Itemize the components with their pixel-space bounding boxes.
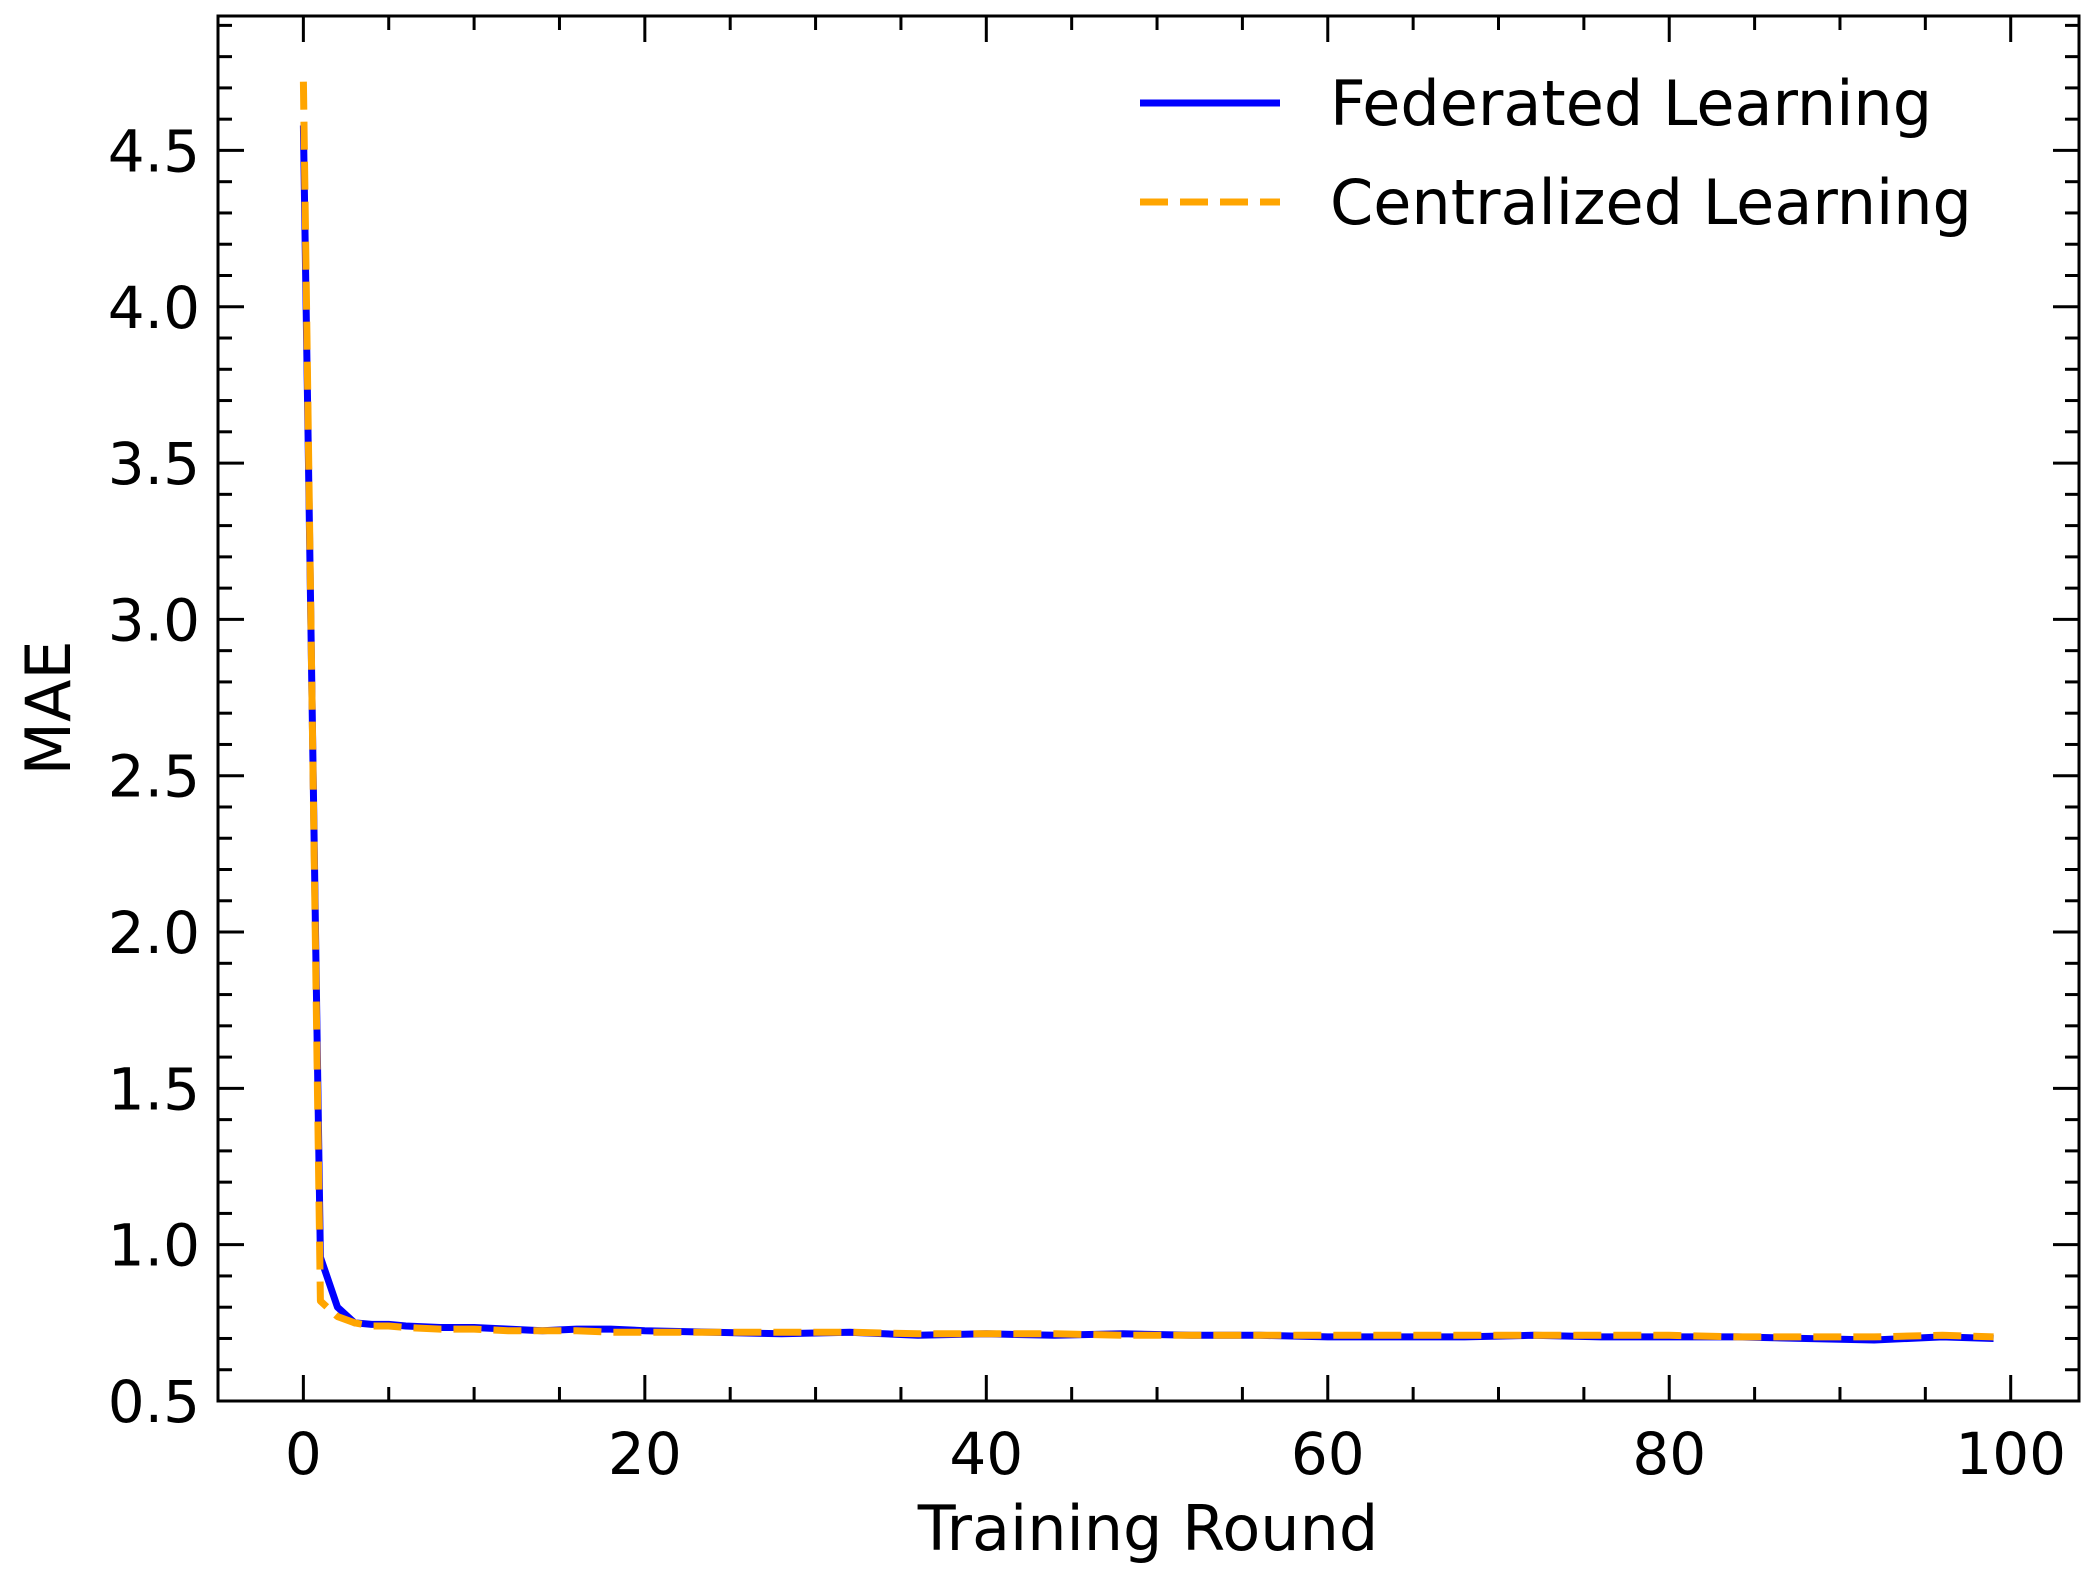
series-line-centralized bbox=[299, 81, 1994, 1341]
y-tick-label: 2.0 bbox=[108, 899, 200, 967]
legend-label-centralized: Centralized Learning bbox=[1330, 166, 1972, 239]
y-tick-label: 1.5 bbox=[108, 1055, 200, 1123]
x-tick-label: 20 bbox=[608, 1420, 682, 1488]
y-tick-label: 3.0 bbox=[108, 586, 200, 654]
series-lines bbox=[299, 81, 1994, 1344]
y-tick-label: 4.0 bbox=[108, 274, 200, 342]
x-tick-label: 40 bbox=[949, 1420, 1023, 1488]
x-tick-label: 100 bbox=[1955, 1420, 2066, 1488]
axis-tick-labels: 0 20 40 60 80 100 0.5 1.0 1.5 2.0 2.5 3.0 3.5 4.0 4.5 bbox=[108, 117, 2066, 1488]
x-tick-label: 80 bbox=[1632, 1420, 1706, 1488]
x-axis-label: Training Round bbox=[917, 1492, 1379, 1565]
y-tick-label: 0.5 bbox=[108, 1368, 200, 1436]
y-tick-label: 2.5 bbox=[108, 743, 200, 811]
y-tick-label: 3.5 bbox=[108, 430, 200, 498]
plot-frame bbox=[216, 14, 2081, 1403]
axis-ticks bbox=[218, 16, 2079, 1403]
legend-label-federated: Federated Learning bbox=[1330, 67, 1932, 140]
x-tick-label: 60 bbox=[1291, 1420, 1365, 1488]
y-tick-label: 1.0 bbox=[108, 1212, 200, 1280]
y-tick-label: 4.5 bbox=[108, 117, 200, 185]
y-axis-label: MAE bbox=[12, 640, 85, 775]
x-tick-label: 0 bbox=[285, 1420, 322, 1488]
legend: Federated Learning Centralized Learning bbox=[1140, 67, 1972, 239]
